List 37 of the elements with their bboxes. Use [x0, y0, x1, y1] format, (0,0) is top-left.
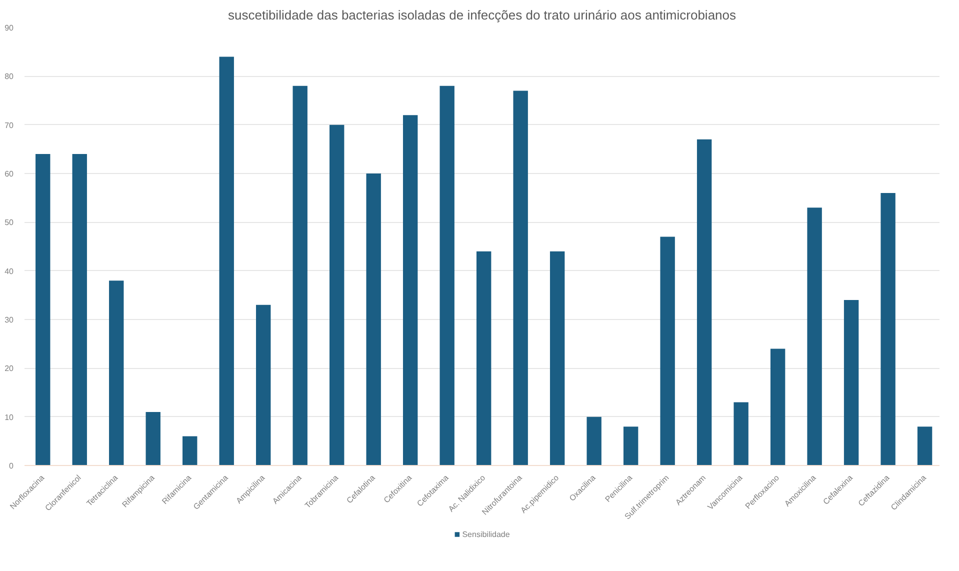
- y-tick-label: 30: [4, 316, 14, 324]
- y-tick-label: 50: [4, 218, 14, 228]
- y-tick-label: 20: [4, 364, 14, 374]
- bar: [623, 426, 638, 466]
- bar: [917, 426, 932, 466]
- bar: [696, 139, 712, 466]
- bar: [440, 86, 454, 466]
- bar: [844, 300, 859, 466]
- bar: [109, 280, 124, 466]
- y-tick-label: 40: [4, 266, 14, 276]
- bar: [366, 174, 381, 466]
- chart-title: suscetibilidade das bacterias isoladas de infecções do trato urinário aos antimicrobianos: [228, 8, 737, 22]
- y-tick-label: 90: [4, 24, 14, 32]
- bar: [734, 402, 748, 466]
- bar: [402, 115, 418, 466]
- y-tick-label: 80: [4, 72, 14, 82]
- bar: [880, 192, 896, 466]
- bar: [292, 86, 308, 466]
- bar: [256, 304, 271, 466]
- bar: [550, 251, 565, 466]
- bar: [807, 208, 822, 466]
- bar: [72, 154, 87, 466]
- y-tick-label: 0: [9, 462, 14, 470]
- bar: [330, 124, 344, 466]
- bar: [586, 416, 602, 466]
- y-tick-label: 60: [4, 170, 14, 178]
- bar: [219, 56, 234, 466]
- legend-label: Sensibilidade: [462, 529, 510, 539]
- bar: [182, 436, 198, 466]
- bar: [660, 236, 675, 466]
- bar: [513, 90, 528, 466]
- bar: [476, 251, 492, 466]
- bar: [146, 412, 160, 466]
- y-tick-label: 70: [4, 120, 14, 130]
- y-tick-label: 10: [4, 412, 14, 422]
- bar: [36, 154, 50, 466]
- bar: [770, 348, 786, 466]
